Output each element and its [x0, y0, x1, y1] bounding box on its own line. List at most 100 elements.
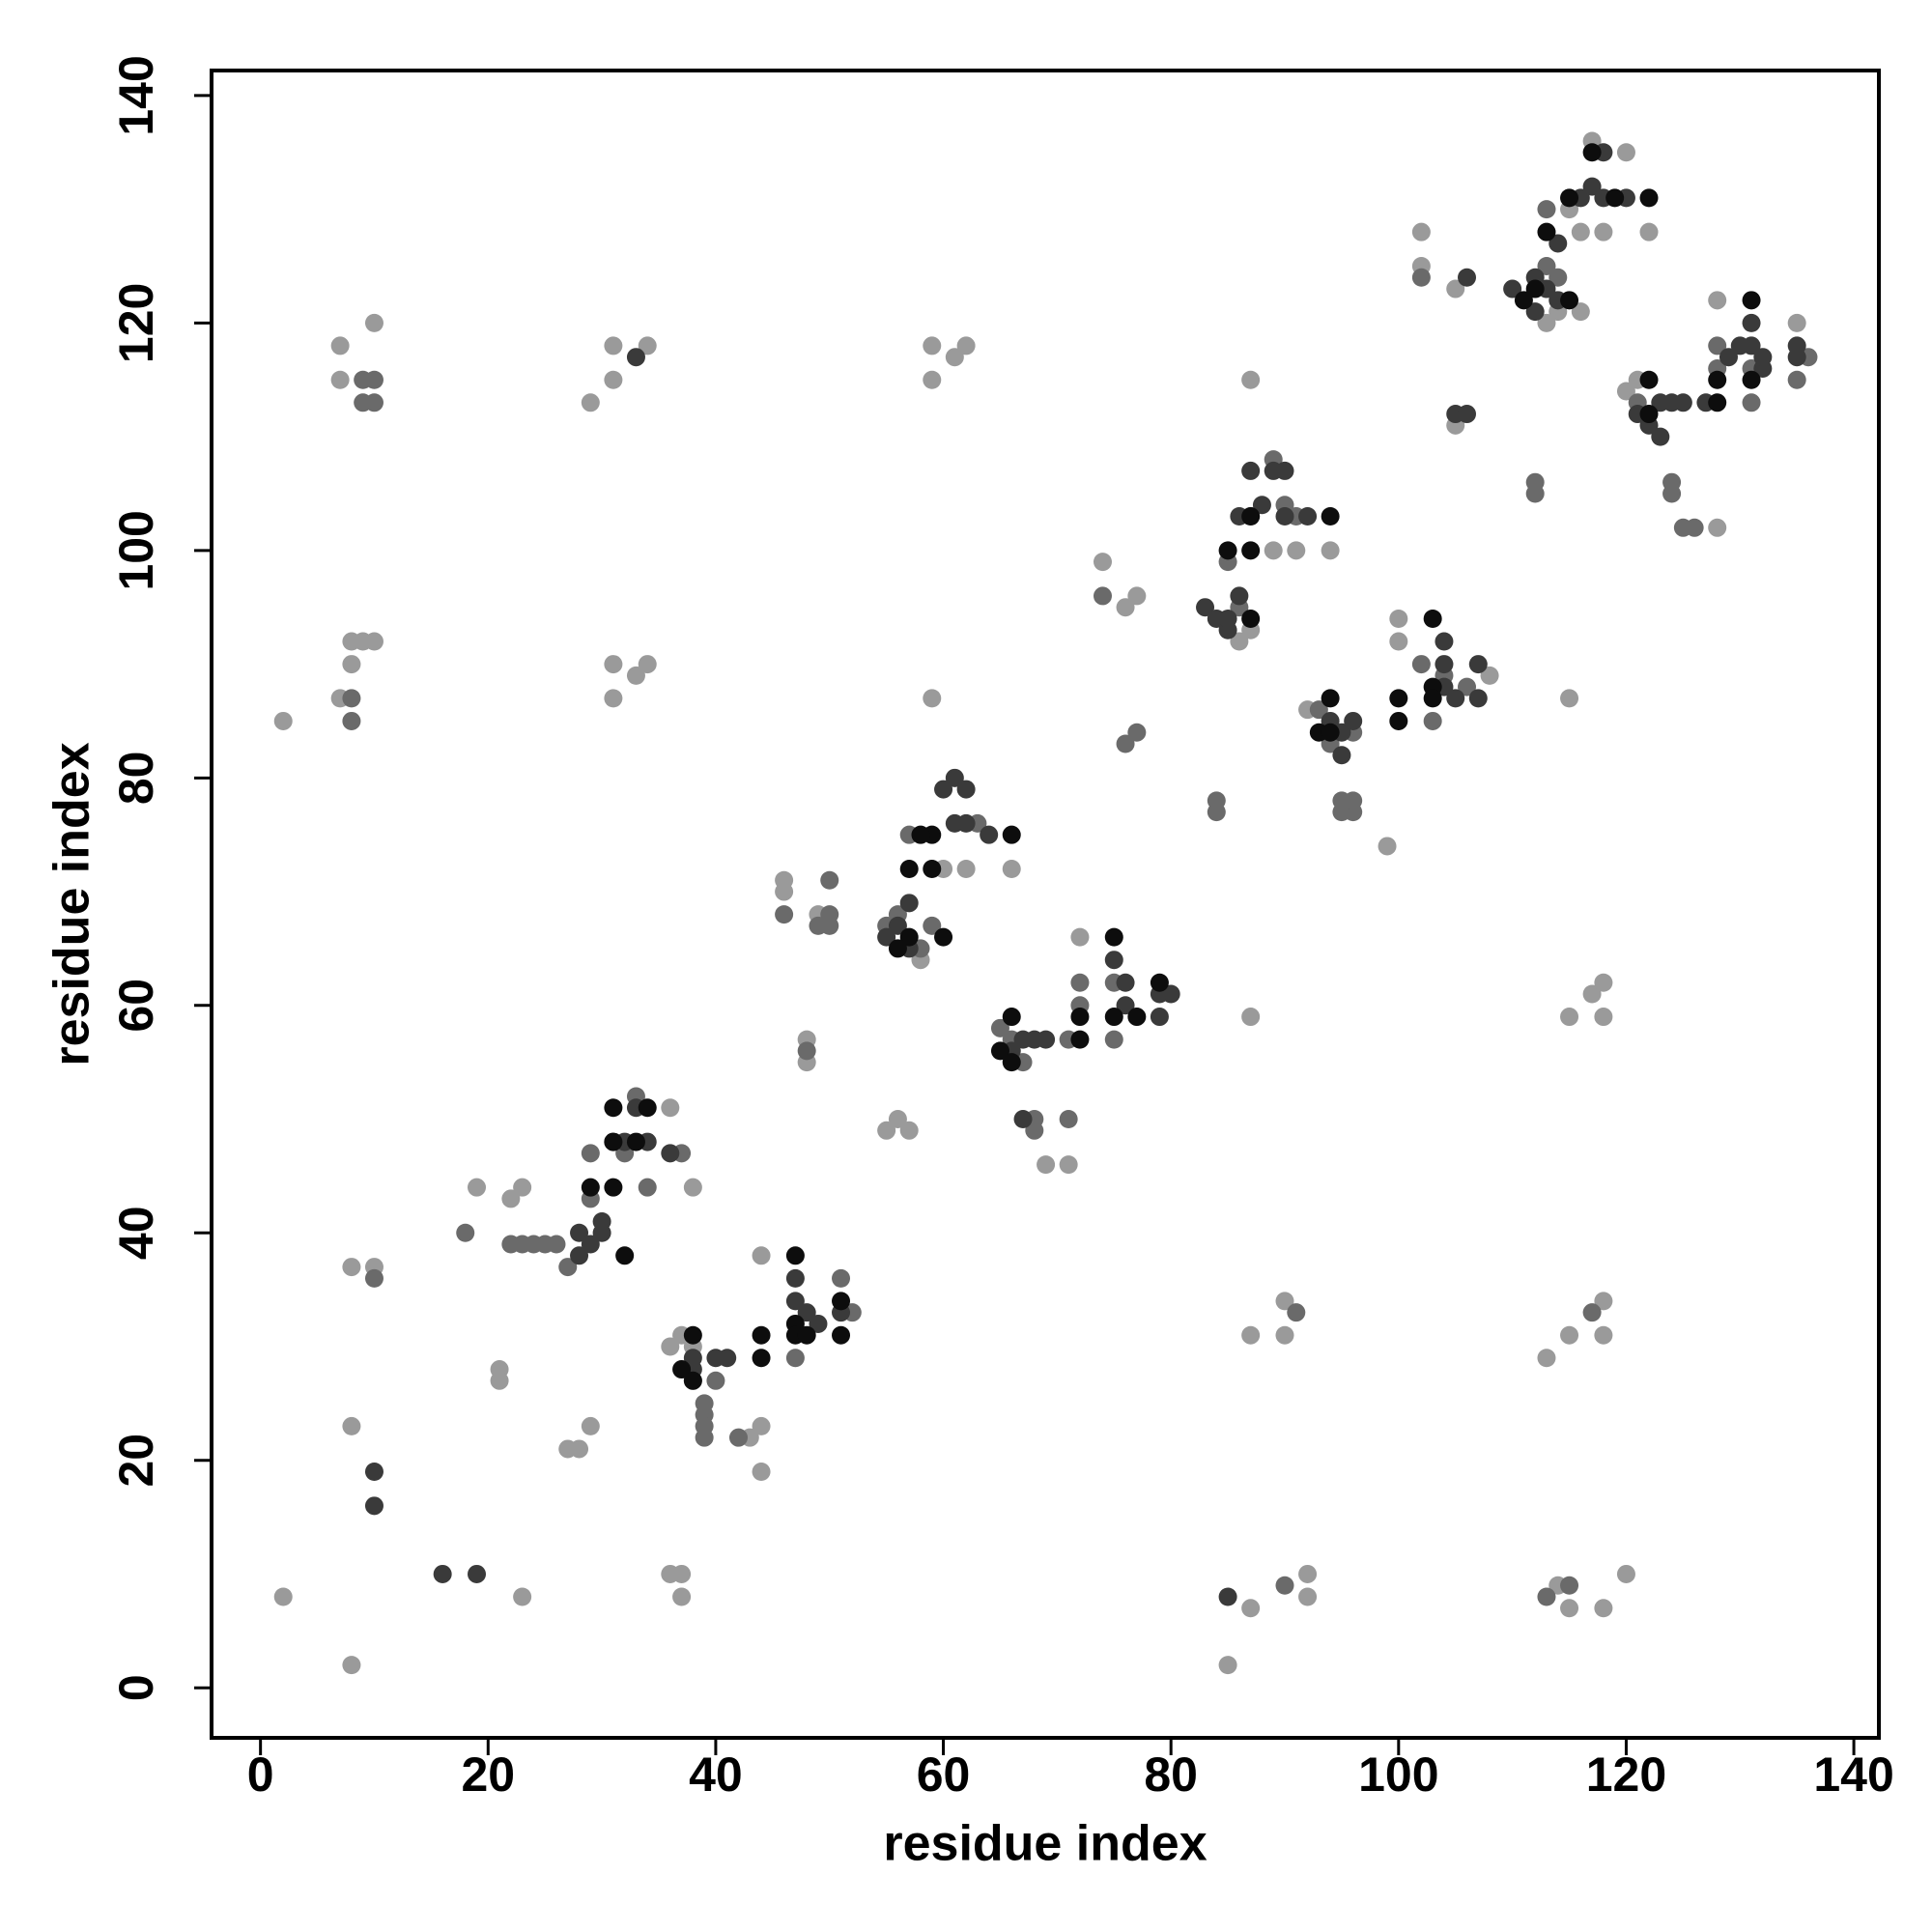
point [1344, 791, 1363, 810]
point [923, 689, 942, 708]
point [785, 1246, 805, 1265]
point [775, 870, 794, 890]
point [1002, 1053, 1021, 1072]
point [1321, 507, 1340, 526]
point [1070, 973, 1090, 992]
point [956, 780, 976, 799]
point [604, 1178, 623, 1197]
point [1218, 1656, 1237, 1675]
point [1127, 723, 1147, 742]
point [1571, 222, 1590, 242]
point [990, 1018, 1009, 1037]
point [718, 1349, 737, 1368]
point [923, 336, 942, 355]
point [638, 336, 657, 355]
point [1275, 1576, 1294, 1595]
point [1013, 1110, 1033, 1129]
point [1435, 632, 1454, 651]
point [1423, 689, 1442, 708]
point [1241, 541, 1261, 560]
point [1389, 711, 1408, 730]
point [1059, 1155, 1078, 1175]
point [1104, 951, 1123, 970]
point [1287, 541, 1306, 560]
point [1150, 973, 1169, 992]
point [1753, 348, 1773, 367]
point [728, 1428, 748, 1447]
point [1321, 689, 1340, 708]
point [1708, 370, 1727, 389]
point [888, 939, 907, 958]
x-tick-label: 120 [1586, 1747, 1666, 1802]
point [1252, 496, 1271, 515]
y-tick-label: 0 [109, 1674, 163, 1701]
point [1298, 507, 1318, 526]
point [1070, 1030, 1090, 1049]
point [342, 1656, 361, 1675]
point [706, 1371, 725, 1390]
point [1673, 393, 1692, 412]
point [1275, 507, 1294, 526]
point [832, 1268, 851, 1288]
point [626, 1132, 645, 1151]
point [1116, 734, 1135, 753]
point [638, 655, 657, 674]
point [364, 370, 384, 389]
point [468, 1178, 487, 1197]
point [1616, 1564, 1635, 1583]
point [1389, 609, 1408, 628]
point [1002, 860, 1021, 879]
point [1560, 689, 1579, 708]
point [752, 1416, 771, 1435]
y-axis-title: residue index [44, 742, 100, 1065]
point [1446, 689, 1465, 708]
point [1639, 405, 1659, 424]
point [1742, 313, 1761, 332]
point [342, 711, 361, 730]
point [752, 1462, 771, 1481]
point [1218, 1587, 1237, 1606]
point [626, 666, 645, 685]
point [570, 1246, 589, 1265]
point [547, 1235, 566, 1254]
point [1708, 393, 1727, 412]
x-tick-label: 140 [1813, 1747, 1893, 1802]
point [501, 1189, 521, 1208]
point [1093, 553, 1112, 572]
point [1708, 518, 1727, 537]
point [683, 1371, 702, 1390]
point [797, 1325, 816, 1345]
point [1423, 609, 1442, 628]
point [1389, 632, 1408, 651]
point [934, 927, 953, 947]
point [1037, 1030, 1056, 1049]
point [1298, 1587, 1318, 1606]
point [1560, 291, 1579, 310]
point [581, 1144, 600, 1163]
x-axis-title: residue index [883, 1816, 1207, 1872]
point [342, 1258, 361, 1277]
point [604, 1132, 623, 1151]
x-tick-label: 40 [689, 1747, 743, 1802]
point [1127, 586, 1147, 606]
point [1411, 655, 1431, 674]
point [1594, 1292, 1613, 1311]
point [604, 370, 623, 389]
x-tick-label: 80 [1144, 1747, 1198, 1802]
point [1787, 370, 1806, 389]
point [888, 1110, 907, 1129]
point [1639, 370, 1659, 389]
point [342, 655, 361, 674]
point [1582, 1303, 1602, 1322]
point [570, 1439, 589, 1459]
point [877, 927, 896, 947]
point [570, 1223, 589, 1242]
point [672, 1564, 692, 1583]
point [558, 1258, 578, 1277]
point [1241, 1325, 1261, 1345]
point [1719, 348, 1738, 367]
point [1639, 188, 1659, 208]
point [661, 1337, 680, 1356]
point [1378, 837, 1397, 856]
point [775, 905, 794, 924]
